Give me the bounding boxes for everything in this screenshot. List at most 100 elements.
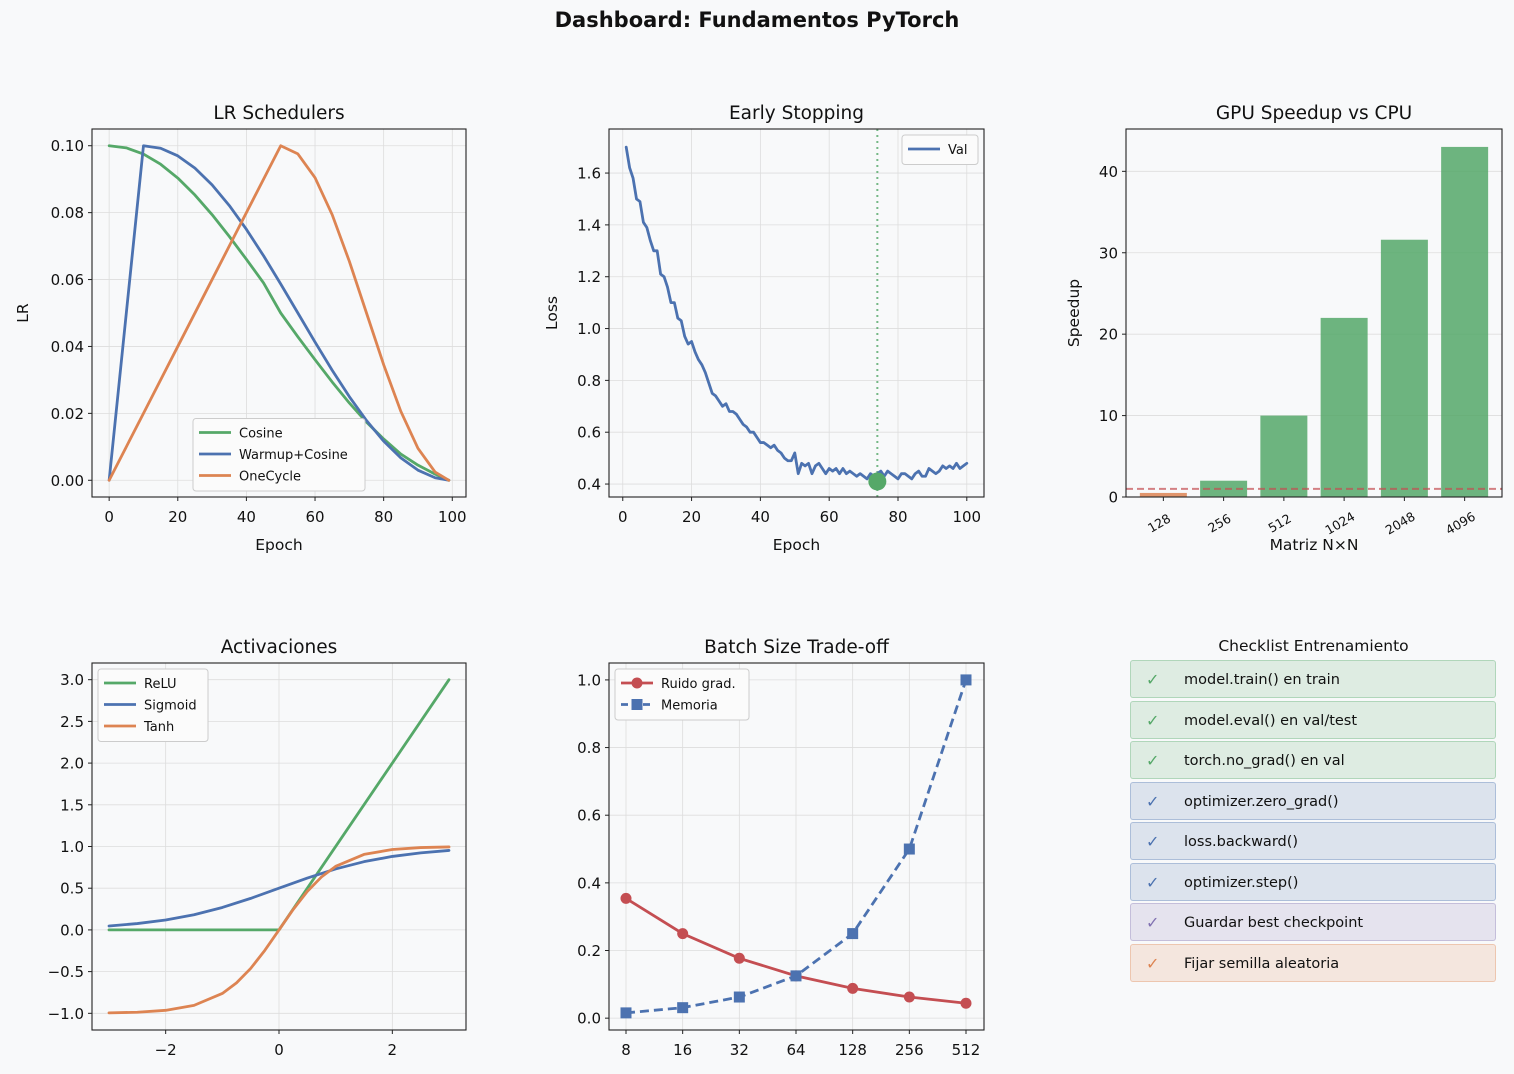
chart-title: Activaciones [221, 637, 338, 658]
checklist-items: ✓ model.train() en train ✓ model.eval() en … [1120, 660, 1507, 982]
data-point [847, 982, 859, 994]
series-line-sigmoid [107, 849, 451, 928]
checklist-item-label: model.train() en train [1184, 672, 1340, 688]
checklist-item-label: loss.backward() [1184, 834, 1299, 850]
x-tick-label: 80 [888, 508, 907, 526]
checklist-item: ✓ Guardar best checkpoint [1130, 903, 1496, 941]
series-line-onecycle [107, 144, 451, 482]
checklist-item: ✓ Fijar semilla aleatoria [1130, 943, 1496, 982]
y-tick-label: 0.06 [51, 271, 84, 289]
bar-1024 [1320, 317, 1368, 497]
batch-plot-area [609, 663, 984, 1030]
legend-box [97, 668, 209, 742]
x-tick-label: 100 [952, 508, 981, 526]
chart-title: GPU Speedup vs CPU [1216, 103, 1412, 124]
data-point [620, 1007, 632, 1019]
dashboard-title: Dashboard: Fundamentos PyTorch [554, 8, 960, 32]
series-line-tanh [107, 845, 451, 1015]
y-tick-label: 0.10 [51, 137, 84, 155]
checklist-item-label: optimizer.step() [1184, 874, 1299, 891]
x-tick-label: 40 [237, 508, 256, 526]
act-axes-frame [91, 662, 467, 1031]
legend-label: OneCycle [239, 470, 301, 485]
y-tick-label: 0.4 [577, 874, 601, 892]
x-tick-label: 0 [104, 508, 114, 526]
gpu-axes-frame [1125, 128, 1503, 498]
y-tick-label: 0.6 [577, 807, 601, 825]
y-tick-label: 0.08 [51, 204, 84, 222]
data-point [790, 970, 802, 982]
bar-4096 [1441, 146, 1489, 497]
data-point [733, 991, 745, 1003]
es-axes-frame [608, 128, 985, 498]
chart-title: Batch Size Trade-off [704, 637, 890, 658]
batch-chart: 0.0 0.2 0.4 0.6 0.8 1.0 8 16 32 64 128 256 512 Ruido … [577, 637, 985, 1059]
x-tick-label: 2 [388, 1041, 398, 1059]
legend-marker [631, 699, 643, 710]
check-icon: ✓ [1146, 670, 1160, 689]
x-axis-label: Epoch [255, 536, 302, 554]
x-axis-label: Matriz N×N [1270, 536, 1359, 554]
data-point [960, 997, 972, 1009]
y-tick-label: −1.0 [48, 1005, 84, 1023]
x-tick-label: 80 [374, 508, 393, 526]
y-tick-label: 1.0 [60, 838, 84, 856]
legend-label: Cosine [239, 427, 283, 442]
legend-label: Sigmoid [144, 699, 197, 714]
x-tick-label: 4096 [1443, 509, 1478, 538]
check-icon: ✓ [1146, 751, 1160, 770]
y-tick-label: 40 [1099, 163, 1118, 181]
y-tick-label: 20 [1099, 326, 1118, 344]
data-point [620, 892, 632, 904]
y-tick-label: 0.02 [51, 405, 84, 423]
y-tick-label: 0.6 [577, 424, 601, 442]
y-tick-label: 2.0 [60, 755, 84, 773]
checklist-item-label: Fijar semilla aleatoria [1184, 955, 1340, 972]
es-plot-area [609, 129, 984, 497]
best-epoch-marker [868, 472, 887, 491]
y-tick-label: 3.0 [60, 671, 84, 689]
x-tick-label: 128 [1145, 511, 1173, 536]
y-tick-label: 1.0 [577, 320, 601, 338]
x-tick-label: 0 [618, 508, 628, 526]
chart-title: Early Stopping [729, 103, 864, 124]
series-line-warmup-cosine [107, 144, 451, 482]
legend-box [192, 418, 366, 492]
legend: Val [901, 134, 979, 165]
x-tick-label: 256 [895, 1041, 924, 1059]
checklist-item: ✓ model.train() en train [1130, 660, 1496, 698]
y-axis-label: Speedup [1065, 279, 1083, 347]
legend-label: Memoria [661, 699, 718, 714]
batch-axes-frame [608, 662, 985, 1031]
y-tick-label: 10 [1099, 407, 1118, 425]
data-point [733, 952, 745, 964]
y-tick-label: 2.5 [60, 713, 84, 731]
legend-label: ReLU [144, 677, 177, 692]
y-tick-label: 1.6 [577, 165, 601, 183]
x-tick-label: 512 [1266, 511, 1294, 536]
chart-title: LR Schedulers [213, 103, 344, 124]
bar-256 [1200, 480, 1248, 497]
check-icon: ✓ [1146, 832, 1160, 851]
checklist-title: Checklist Entrenamiento [1218, 637, 1409, 655]
y-tick-label: 1.0 [577, 671, 601, 689]
es-chart: 0.4 0.6 0.8 1.0 1.2 1.4 1.6 0 20 40 60 80 100 Val Earl… [543, 103, 985, 554]
x-tick-label: 60 [305, 508, 324, 526]
check-icon: ✓ [1146, 953, 1160, 973]
y-tick-label: 0.0 [60, 921, 84, 939]
checklist-item-label: model.eval() en val/test [1184, 712, 1358, 729]
x-tick-label: 64 [786, 1041, 805, 1059]
y-tick-label: −0.5 [48, 963, 84, 981]
y-tick-label: 30 [1099, 244, 1118, 262]
check-icon: ✓ [1146, 872, 1160, 892]
checklist-item: ✓ optimizer.step() [1130, 862, 1496, 901]
series-line-val [624, 145, 969, 481]
check-icon: ✓ [1146, 710, 1160, 730]
y-tick-label: 0.2 [577, 942, 601, 960]
x-tick-label: 100 [438, 508, 467, 526]
checklist-item: ✓ loss.backward() [1130, 822, 1496, 860]
check-icon: ✓ [1146, 913, 1160, 932]
y-tick-label: 0 [1108, 489, 1118, 507]
y-tick-label: 1.4 [577, 216, 601, 234]
